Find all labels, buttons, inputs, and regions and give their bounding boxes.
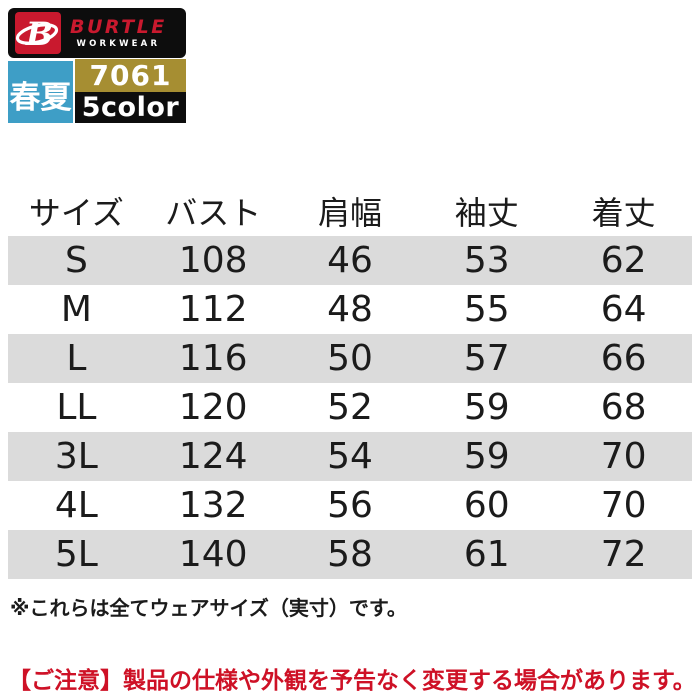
wear-size-footnote: ※これらは全てウェアサイズ（実寸）です。 [10,596,407,620]
table-row-4l: 4L 132 56 60 70 [8,481,692,530]
sleeve-cell: 60 [463,485,510,526]
size-table: サイズ バスト 肩幅 袖丈 着丈 S 108 46 53 62 M 112 48… [8,186,692,579]
caution-notice: 【ご注意】製品の仕様や外観を予告なく変更する場合があります。 [8,668,696,694]
table-row-5l: 5L 140 58 61 72 [8,530,692,579]
length-cell: 68 [600,387,647,428]
size-cell: 4L [54,485,98,526]
column-header-sleeve: 袖丈 [454,194,519,232]
size-cell: LL [56,387,97,428]
svg-text:B: B [25,15,53,53]
shoulder-cell: 52 [327,387,373,428]
header-row: サイズ バスト 肩幅 袖丈 着丈 [8,186,692,236]
sleeve-cell: 59 [463,436,510,477]
table-row-3l: 3L 124 54 59 70 [8,432,692,481]
shoulder-cell: 48 [327,289,373,330]
length-cell: 62 [600,240,647,281]
bust-cell: 140 [178,534,248,575]
bust-cell: 108 [178,240,248,281]
size-cell: L [66,338,87,379]
product-code-badge: 7061 [75,59,186,92]
season-badge: 春夏 [8,61,73,123]
size-table-header: サイズ バスト 肩幅 袖丈 着丈 [8,186,692,236]
shoulder-cell: 56 [327,485,373,526]
color-count-badge: 5color [75,92,186,123]
table-row-m: M 112 48 55 64 [8,285,692,334]
size-cell: S [64,240,88,281]
column-header-shoulder: 肩幅 [317,194,382,232]
brand-name: BURTLE [70,15,167,38]
sleeve-cell: 53 [463,240,510,281]
brand-logo: B BURTLE WORKWEAR [8,8,186,58]
length-cell: 70 [600,485,647,526]
brand-subtitle: WORKWEAR [76,38,161,49]
burtle-b-icon: B [15,12,61,54]
size-table-body: S 108 46 53 62 M 112 48 55 64 L 116 50 5… [8,236,692,579]
shoulder-cell: 46 [327,240,373,281]
bust-cell: 112 [178,289,248,330]
column-header-length: 着丈 [591,194,656,232]
length-cell: 72 [600,534,647,575]
brand-text: BURTLE WORKWEAR [70,15,167,49]
shoulder-cell: 54 [327,436,373,477]
length-cell: 70 [600,436,647,477]
length-cell: 64 [600,289,647,330]
shoulder-cell: 58 [327,534,373,575]
sleeve-cell: 57 [463,338,510,379]
bust-cell: 120 [178,387,248,428]
length-cell: 66 [600,338,647,379]
sleeve-cell: 59 [463,387,510,428]
bust-cell: 116 [178,338,248,379]
size-cell: 3L [54,436,98,477]
column-header-bust: バスト [165,194,262,232]
column-header-size: サイズ [28,194,124,232]
table-row-ll: LL 120 52 59 68 [8,383,692,432]
size-cell: M [60,289,92,330]
sleeve-cell: 55 [463,289,510,330]
shoulder-cell: 50 [327,338,373,379]
table-row-l: L 116 50 57 66 [8,334,692,383]
bust-cell: 132 [178,485,248,526]
bust-cell: 124 [178,436,248,477]
size-cell: 5L [54,534,98,575]
table-row-s: S 108 46 53 62 [8,236,692,285]
sleeve-cell: 61 [463,534,510,575]
